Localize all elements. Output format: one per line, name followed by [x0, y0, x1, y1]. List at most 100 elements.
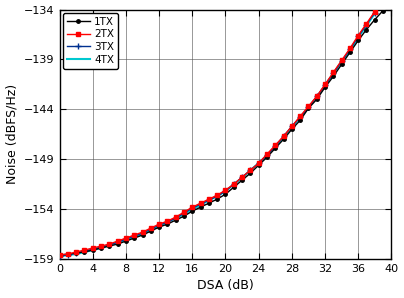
2TX: [215, 193, 220, 197]
Legend: 1TX, 2TX, 3TX, 4TX: 1TX, 2TX, 3TX, 4TX: [63, 13, 118, 69]
3TX: [206, 198, 211, 202]
3TX: [148, 227, 153, 231]
1TX: [339, 63, 344, 66]
3TX: [356, 35, 361, 38]
3TX: [124, 237, 128, 241]
2TX: [132, 233, 137, 237]
1TX: [74, 251, 79, 255]
2TX: [240, 176, 244, 179]
3TX: [90, 247, 95, 251]
1TX: [381, 9, 385, 12]
3TX: [372, 11, 377, 14]
1TX: [306, 107, 311, 110]
2TX: [381, 0, 385, 3]
3TX: [115, 240, 120, 244]
2TX: [273, 143, 278, 147]
4TX: [248, 168, 253, 172]
1TX: [132, 236, 137, 240]
3TX: [157, 223, 162, 227]
4TX: [148, 228, 153, 232]
4TX: [90, 248, 95, 252]
3TX: [165, 220, 170, 224]
4TX: [331, 72, 336, 75]
1TX: [198, 205, 203, 209]
4TX: [198, 203, 203, 207]
1TX: [215, 197, 220, 201]
4TX: [132, 235, 137, 239]
1TX: [181, 214, 186, 218]
3TX: [364, 23, 369, 26]
1TX: [140, 233, 145, 237]
4TX: [347, 49, 352, 52]
2TX: [82, 248, 87, 252]
3TX: [256, 162, 261, 165]
X-axis label: DSA (dB): DSA (dB): [197, 280, 254, 292]
3TX: [173, 216, 178, 220]
Line: 1TX: 1TX: [58, 9, 385, 257]
4TX: [298, 116, 303, 119]
3TX: [215, 194, 220, 198]
2TX: [57, 253, 62, 257]
2TX: [74, 250, 79, 254]
4TX: [240, 176, 244, 180]
4TX: [314, 96, 319, 99]
4TX: [289, 125, 294, 129]
Line: 4TX: 4TX: [60, 4, 383, 256]
4TX: [356, 36, 361, 39]
1TX: [372, 18, 377, 21]
2TX: [248, 168, 253, 172]
1TX: [298, 119, 303, 122]
4TX: [231, 182, 236, 186]
4TX: [190, 207, 195, 211]
4TX: [215, 194, 220, 198]
1TX: [331, 74, 336, 78]
1TX: [347, 51, 352, 54]
4TX: [115, 240, 120, 244]
4TX: [339, 60, 344, 63]
2TX: [173, 215, 178, 219]
2TX: [331, 71, 336, 74]
4TX: [99, 246, 103, 250]
4TX: [165, 220, 170, 224]
4TX: [173, 216, 178, 220]
1TX: [115, 242, 120, 246]
3TX: [347, 48, 352, 51]
1TX: [173, 218, 178, 222]
2TX: [223, 188, 228, 192]
2TX: [306, 105, 311, 108]
4TX: [157, 224, 162, 228]
1TX: [99, 246, 103, 250]
4TX: [107, 243, 112, 247]
3TX: [231, 182, 236, 186]
1TX: [231, 185, 236, 189]
3TX: [65, 253, 70, 257]
2TX: [281, 134, 286, 138]
3TX: [289, 125, 294, 128]
1TX: [148, 229, 153, 233]
2TX: [289, 125, 294, 128]
2TX: [165, 219, 170, 223]
1TX: [248, 171, 253, 175]
2TX: [347, 47, 352, 50]
2TX: [298, 114, 303, 118]
2TX: [107, 242, 112, 246]
4TX: [140, 232, 145, 236]
2TX: [231, 182, 236, 186]
3TX: [74, 251, 79, 255]
3TX: [273, 145, 278, 148]
2TX: [124, 236, 128, 240]
3TX: [281, 134, 286, 138]
2TX: [314, 94, 319, 98]
1TX: [289, 128, 294, 131]
2TX: [140, 230, 145, 234]
1TX: [223, 193, 228, 196]
4TX: [306, 105, 311, 109]
1TX: [281, 137, 286, 141]
3TX: [381, 1, 385, 4]
3TX: [82, 249, 87, 253]
4TX: [323, 84, 328, 87]
3TX: [248, 168, 253, 172]
2TX: [339, 59, 344, 62]
4TX: [381, 2, 385, 5]
2TX: [148, 226, 153, 230]
